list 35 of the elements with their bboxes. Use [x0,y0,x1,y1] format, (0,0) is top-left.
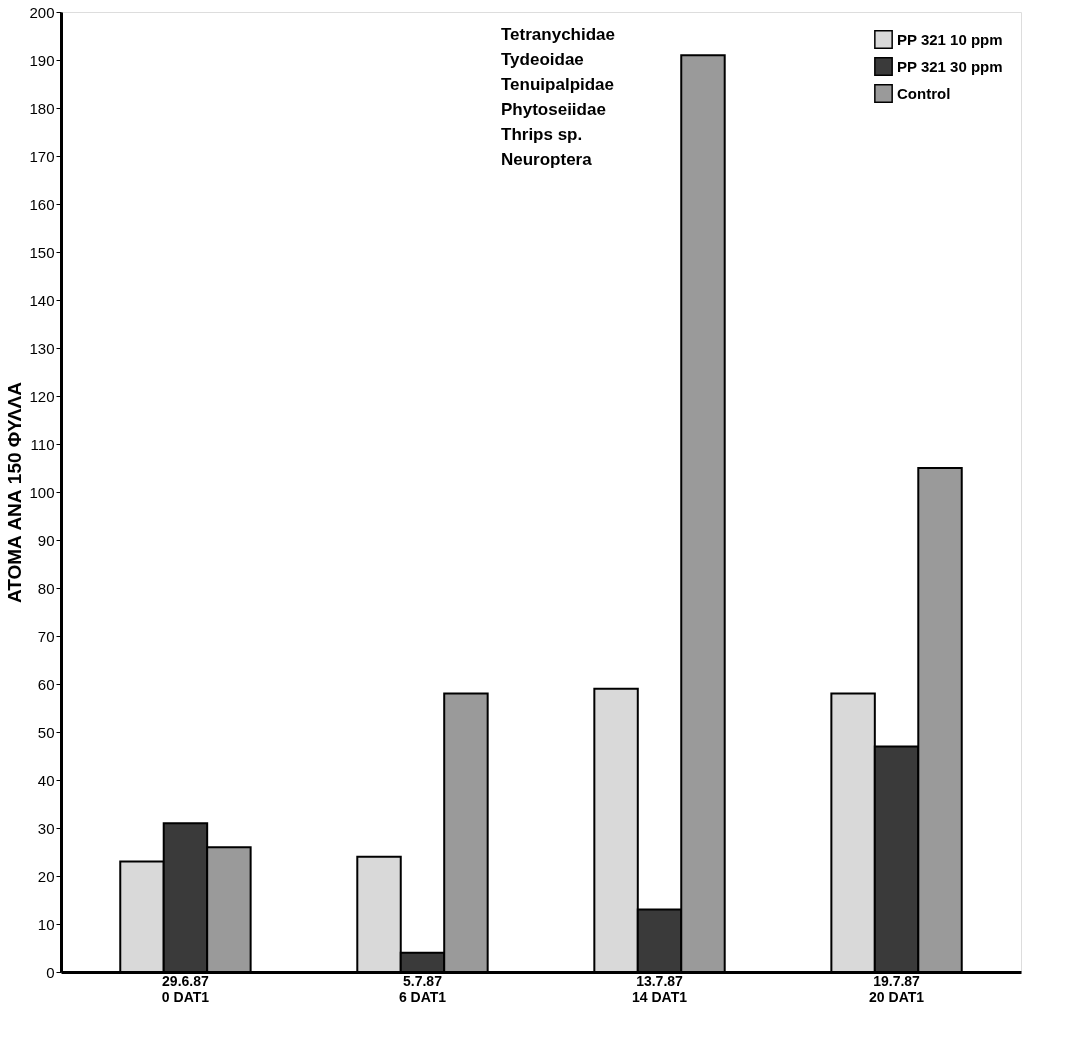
annotation: Thrips sp. [501,124,583,144]
y-tick-label: 140 [29,291,55,309]
y-tick-label: 30 [37,819,55,837]
y-tick-label: 50 [37,723,55,741]
legend-label: PP 321 10 ppm [897,30,1003,48]
x-tick-label: 13.7.87 14 DAT1 [632,972,688,1005]
x-tick-label: 5.7.87 6 DAT1 [398,972,447,1005]
y-tick-label: 40 [37,771,55,789]
annotation: Tetranychidae [501,24,616,44]
legend-label: PP 321 30 ppm [897,57,1003,75]
x-tick-label: 19.7.87 20 DAT1 [869,972,925,1005]
annotation: Tydeoidae [501,49,584,69]
y-tick-label: 80 [37,579,55,597]
y-tick-label: 0 [46,963,55,981]
annotation: Neuroptera [501,149,593,169]
y-tick-label: 70 [37,627,55,645]
y-tick-label: 90 [37,531,55,549]
y-tick-label: 170 [29,147,55,165]
y-tick-label: 160 [29,195,55,213]
y-tick-label: 200 [29,3,55,21]
y-tick-label: 190 [29,51,55,69]
y-tick-label: 150 [29,243,55,261]
y-tick-label: 110 [30,435,55,453]
y-tick-label: 120 [29,387,55,405]
y-tick-label: 130 [29,339,55,357]
x-tick-label: 29.6.87 0 DAT1 [161,972,210,1005]
legend-label: Control [897,84,951,102]
annotation: Phytoseiidae [501,99,606,119]
y-tick-label: 20 [37,867,55,885]
y-tick-label: 180 [29,99,55,117]
y-tick-label: 100 [29,483,55,501]
y-axis-title: ΑΤΟΜΑ ΑΝΑ 150 ΦΥΛΛΑ [4,381,26,603]
y-tick-label: 60 [37,675,55,693]
y-tick-label: 10 [37,915,55,933]
annotation: Tenuipalpidae [501,74,615,94]
